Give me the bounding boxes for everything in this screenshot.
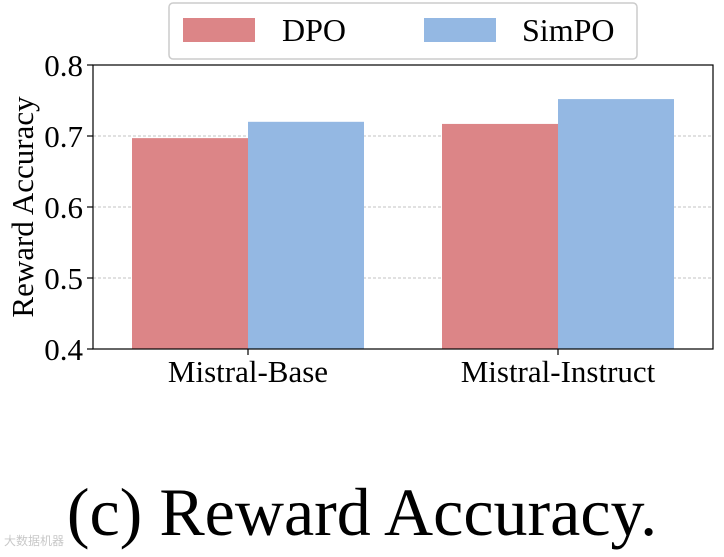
y-tick-label: 0.8 bbox=[44, 48, 83, 83]
y-tick-label: 0.5 bbox=[44, 261, 83, 296]
legend: DPO SimPO bbox=[168, 2, 638, 60]
y-ticks: 0.4 0.5 0.6 0.7 0.8 bbox=[44, 48, 93, 367]
y-axis-label: Reward Accuracy bbox=[5, 96, 40, 318]
bar-simpo-mistral-base bbox=[248, 121, 364, 349]
bar-simpo-mistral-instruct bbox=[558, 99, 674, 349]
legend-label-simpo: SimPO bbox=[522, 12, 614, 48]
watermark: 大数据机器 bbox=[4, 534, 65, 548]
figure-caption: (c) Reward Accuracy. bbox=[66, 474, 658, 550]
y-tick-label: 0.7 bbox=[44, 119, 83, 154]
x-ticks: Mistral-Base Mistral-Instruct bbox=[168, 349, 656, 389]
legend-swatch-dpo bbox=[183, 18, 255, 42]
legend-box bbox=[168, 2, 638, 60]
reward-accuracy-chart: 0.4 0.5 0.6 0.7 0.8 Mistral-Base Mistral-Inst… bbox=[5, 2, 714, 389]
legend-swatch-simpo bbox=[424, 18, 496, 42]
x-tick-label: Mistral-Instruct bbox=[461, 354, 656, 389]
bar-dpo-mistral-instruct bbox=[442, 123, 558, 350]
bars bbox=[132, 99, 674, 350]
bar-dpo-mistral-base bbox=[132, 138, 248, 349]
y-tick-label: 0.4 bbox=[44, 332, 83, 367]
y-tick-label: 0.6 bbox=[44, 190, 83, 225]
legend-label-dpo: DPO bbox=[282, 12, 346, 48]
x-tick-label: Mistral-Base bbox=[168, 354, 328, 389]
